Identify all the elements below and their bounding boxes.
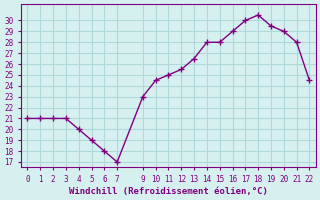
X-axis label: Windchill (Refroidissement éolien,°C): Windchill (Refroidissement éolien,°C): [69, 187, 268, 196]
